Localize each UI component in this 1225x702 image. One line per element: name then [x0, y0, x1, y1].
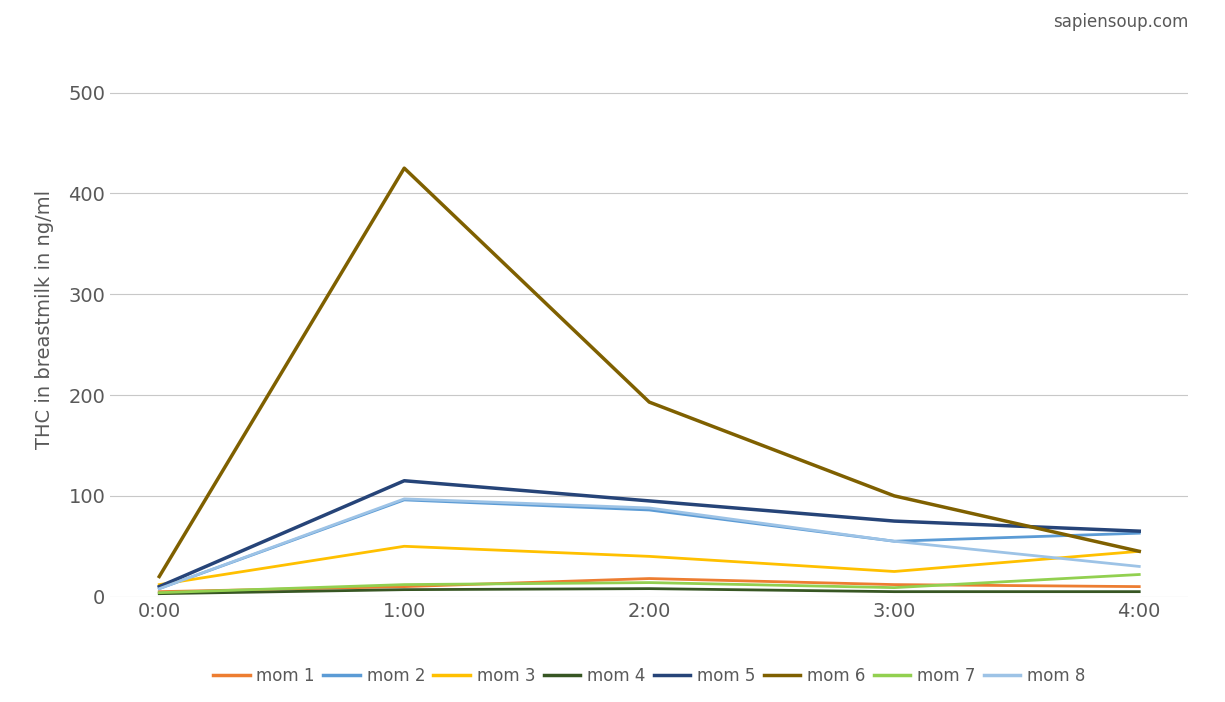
Y-axis label: THC in breastmilk in ng/ml: THC in breastmilk in ng/ml [36, 190, 54, 449]
Legend: mom 1, mom 2, mom 3, mom 4, mom 5, mom 6, mom 7, mom 8: mom 1, mom 2, mom 3, mom 4, mom 5, mom 6… [206, 661, 1093, 692]
Text: sapiensoup.com: sapiensoup.com [1052, 13, 1188, 31]
